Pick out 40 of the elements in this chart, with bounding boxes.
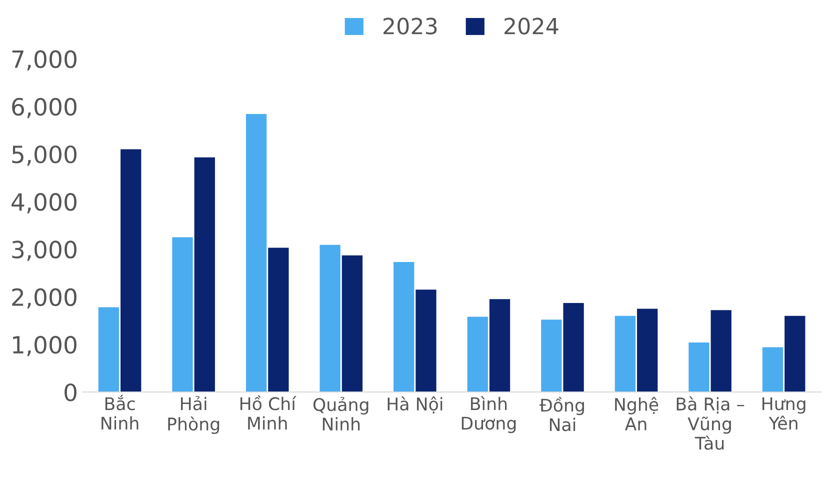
bar	[541, 320, 562, 392]
y-tick-label: 2,000	[12, 288, 76, 309]
bar	[636, 308, 658, 392]
bar	[416, 290, 436, 392]
x-tick-label: Hải Phòng	[168, 396, 220, 434]
bar	[268, 248, 289, 392]
x-tick-label: Hà Nội	[388, 396, 442, 414]
y-tick-label: 1,000	[13, 336, 76, 356]
bar	[342, 255, 363, 392]
y-tick-label: 4,000	[12, 193, 76, 214]
bar	[246, 114, 267, 392]
bar	[172, 237, 193, 392]
x-tick-label: Bình Dương	[462, 396, 516, 434]
bar	[784, 316, 806, 392]
bar	[394, 262, 414, 392]
y-tick-label: 0	[64, 383, 76, 402]
x-tick-label: Quảng Ninh	[313, 396, 368, 430]
x-tick-label: Hồ Chí Minh	[240, 395, 296, 430]
x-tick-label: Hưng Yên	[762, 397, 806, 430]
x-tick-label: Bắc Ninh	[102, 394, 138, 430]
y-tick-label: 3,000	[12, 240, 76, 261]
x-tick-label: Nghệ An	[615, 396, 658, 430]
bar	[467, 316, 488, 392]
bar	[120, 149, 142, 392]
bar	[194, 157, 215, 392]
bar	[614, 316, 636, 392]
x-tick-label: Bà Rịa – Vũng Tàu	[676, 396, 744, 450]
bar	[762, 347, 784, 392]
legend-label: 2024	[504, 18, 558, 34]
y-tick-label: 5,000	[12, 145, 76, 166]
bar	[710, 310, 732, 392]
bar	[98, 307, 120, 392]
legend-label: 2023	[384, 18, 437, 34]
bar	[563, 302, 584, 392]
y-tick-label: 7,000	[12, 50, 76, 71]
x-tick-label: Đồng Nai	[540, 396, 584, 432]
y-tick-label: 6,000	[12, 98, 76, 118]
bar	[489, 299, 510, 392]
bar	[688, 342, 710, 392]
bar	[320, 244, 340, 392]
